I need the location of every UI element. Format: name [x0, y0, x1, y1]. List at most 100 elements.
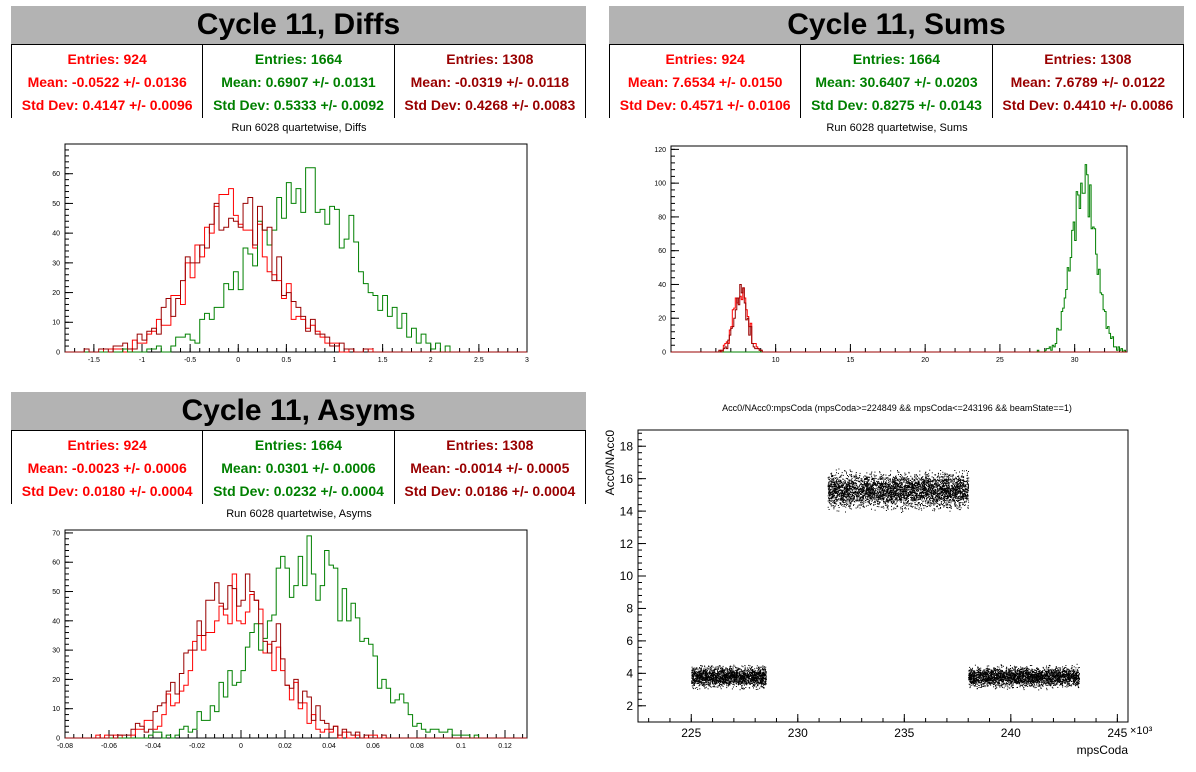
scatter-point [879, 503, 880, 505]
scatter-point [947, 503, 949, 505]
scatter-point [910, 504, 912, 506]
scatter-point [829, 484, 831, 486]
scatter-point [967, 505, 969, 507]
scatter-point [711, 665, 713, 667]
scatter-point [944, 478, 946, 480]
scatter-point [901, 497, 903, 498]
scatter-point [703, 668, 705, 670]
scatter-point [874, 475, 876, 477]
scatter-point [750, 680, 752, 682]
scatter-point [915, 474, 917, 476]
scatter-point [967, 488, 969, 490]
scatter-point [764, 679, 766, 681]
scatter-point [926, 481, 928, 483]
scatter-point [854, 480, 856, 481]
scatter-point [724, 674, 726, 676]
scatter-point [839, 476, 840, 478]
scatter-point [886, 486, 888, 488]
scatter-point [926, 487, 928, 489]
scatter-point [851, 471, 853, 473]
scatter-point [926, 480, 928, 482]
scatter-point [701, 669, 703, 671]
scatter-point [873, 498, 874, 500]
scatter-point [828, 487, 830, 489]
scatter-point [706, 672, 708, 674]
scatter-point [875, 487, 877, 489]
scatter-point [718, 684, 720, 686]
scatter-point [705, 670, 707, 672]
scatter-point [697, 683, 699, 684]
scatter-point [760, 679, 762, 681]
scatter-point [695, 681, 697, 682]
scatter-point [765, 681, 767, 683]
scatter-point [725, 673, 727, 675]
scatter-point [840, 499, 842, 501]
scatter-point [696, 675, 698, 677]
scatter-point [843, 498, 845, 500]
sums-panel: Cycle 11, Sums Entries: 924 Mean: 7.6534… [598, 0, 1196, 386]
scatter-point [835, 482, 837, 484]
scatter-point [758, 678, 760, 680]
scatter-point [738, 668, 740, 670]
scatter-point [730, 672, 732, 674]
scatter-point [911, 477, 913, 479]
scatter-point [726, 687, 728, 689]
scatter-point [963, 505, 965, 506]
scatter-point [843, 497, 844, 499]
scatter-point [701, 680, 702, 682]
asyms-stats-red: Entries: 924 Mean: -0.0023 +/- 0.0006 St… [12, 430, 203, 504]
scatter-point [701, 680, 703, 682]
scatter-point [705, 680, 707, 682]
scatter-point [961, 498, 963, 500]
scatter-point [730, 678, 732, 680]
scatter-point [849, 483, 851, 485]
scatter-point [919, 486, 921, 488]
scatter-point [957, 498, 959, 499]
scatter-point [755, 674, 757, 676]
scatter-point [719, 665, 721, 667]
scatter-point [885, 486, 887, 488]
scatter-point [881, 485, 883, 486]
scatter-point [928, 501, 930, 503]
scatter-point [765, 683, 767, 685]
scatter-point [733, 670, 734, 672]
scatter-point [716, 668, 718, 670]
scatter-point [869, 495, 871, 497]
scatter-point [724, 679, 726, 681]
scatter-point [857, 494, 859, 496]
scatter-point [719, 665, 721, 666]
histogram-series [65, 196, 527, 353]
scatter-point [763, 667, 765, 669]
scatter-point [725, 675, 727, 677]
scatter-point [740, 678, 742, 680]
scatter-point [891, 487, 893, 489]
diffs-panel: Cycle 11, Diffs Entries: 924 Mean: -0.05… [0, 0, 598, 386]
scatter-point [703, 673, 705, 675]
scatter-point [911, 486, 913, 488]
scatter-point [721, 667, 723, 669]
scatter-point [763, 683, 765, 685]
scatter-point [722, 672, 724, 674]
scatter-point [734, 680, 736, 682]
scatter-point [742, 673, 744, 675]
scatter-point [730, 674, 732, 676]
scatter-point [887, 497, 889, 499]
scatter-point [730, 681, 732, 683]
scatter-point [705, 679, 706, 681]
scatter-point [708, 676, 710, 678]
scatter-point [732, 683, 734, 685]
scatter-point [691, 676, 693, 678]
scatter-point [764, 680, 766, 682]
scatter-point [876, 494, 878, 496]
scatter-point [828, 509, 830, 510]
scatter-point [963, 477, 965, 479]
scatter-point [731, 668, 733, 669]
scatter-point [722, 675, 723, 677]
scatter-point [760, 680, 762, 682]
scatter-point [704, 665, 705, 667]
scatter-point [885, 494, 886, 496]
scatter-point [912, 481, 914, 483]
scatter-point [733, 675, 735, 677]
y-tick-label: 120 [654, 147, 666, 154]
scatter-point [729, 666, 731, 668]
